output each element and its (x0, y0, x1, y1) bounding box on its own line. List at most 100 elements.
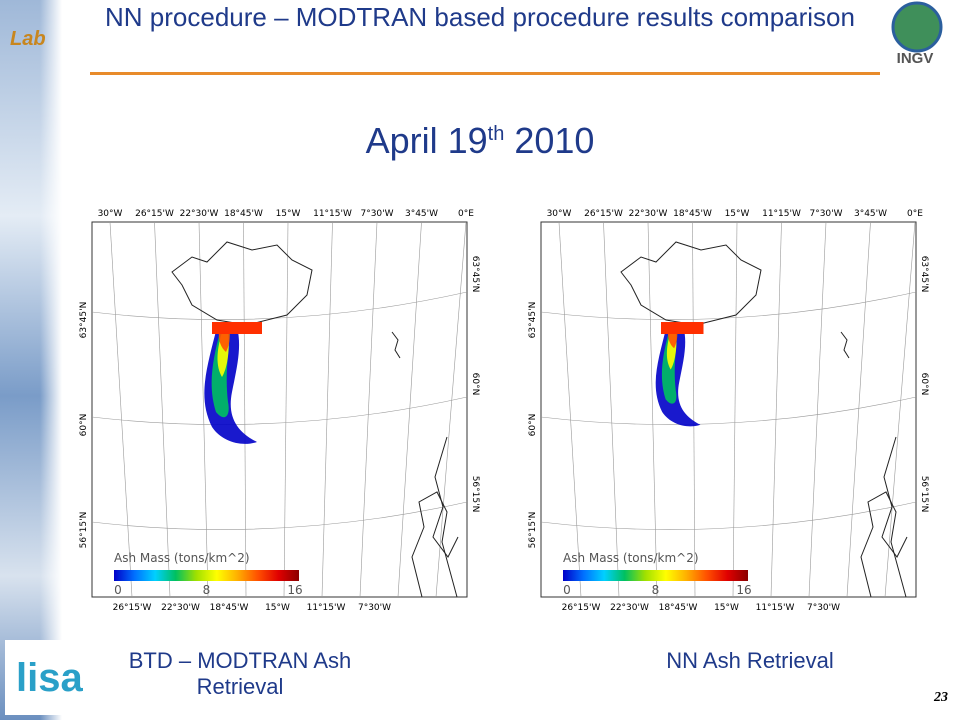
faroe (840, 331, 850, 359)
parallel (91, 291, 468, 320)
parallel (540, 501, 917, 530)
date-year: 2010 (514, 120, 595, 161)
ash-core (212, 322, 262, 334)
top-lon-label: 18°45'W (224, 209, 263, 219)
slide-title: NN procedure – MODTRAN based procedure r… (105, 2, 855, 32)
right-lat-label: 63°45'N (470, 256, 480, 293)
top-lon-label: 7°30'W (360, 209, 393, 219)
left-lat-label: 60°N (79, 414, 89, 437)
bottom-lon-label: 22°30'W (161, 603, 200, 613)
left-lat-label: 56°15'N (79, 512, 89, 549)
right-lat-label: 60°N (919, 373, 929, 396)
iceland (171, 241, 313, 326)
meridian (435, 221, 467, 598)
left-lat-label: 63°45'N (79, 302, 89, 339)
top-lon-label: 18°45'W (673, 209, 712, 219)
bottom-lon-label: 26°15'W (113, 603, 152, 613)
meridian (109, 221, 133, 598)
meridian (283, 221, 289, 598)
top-lon-label: 26°15'W (135, 209, 174, 219)
right-lat-label: 60°N (470, 373, 480, 396)
meridian (198, 221, 209, 598)
colorbar-tick: 16 (736, 583, 751, 597)
colorbar (114, 570, 299, 581)
colorbar-tick: 8 (203, 583, 211, 597)
meridian (884, 221, 916, 598)
meridian (603, 221, 620, 598)
right-lat-label: 56°15'N (919, 476, 929, 513)
ingv-logo: INGV (896, 50, 934, 67)
parallel (91, 396, 468, 425)
top-lon-label: 30°W (547, 209, 572, 219)
colorbar-label: Ash Mass (tons/km^2) (563, 551, 699, 565)
lab-logo: Lab (10, 28, 46, 50)
colorbar (563, 570, 748, 581)
date-heading: April 19th 2010 (0, 120, 960, 162)
norway (881, 436, 908, 558)
left-lat-label: 56°15'N (528, 512, 538, 549)
bottom-lon-label: 15°W (714, 603, 739, 613)
ingv-globe (891, 1, 943, 53)
ash-core (661, 322, 704, 334)
caption: NN Ash Retrieval (666, 648, 834, 673)
lisa-logo: lisa (16, 656, 83, 700)
parallel (91, 501, 468, 530)
lisa-box (5, 640, 105, 715)
meridian (243, 221, 247, 598)
scotland (860, 491, 907, 598)
date-main: April 19 (365, 120, 488, 161)
parallel (540, 396, 917, 425)
colorbar-tick: 16 (287, 583, 302, 597)
meridian (808, 221, 827, 598)
page-number: 23 (934, 690, 948, 705)
meridian (154, 221, 171, 598)
meridian (732, 221, 738, 598)
map-frame (91, 221, 468, 598)
bottom-lon-label: 18°45'W (210, 603, 249, 613)
bottom-lon-label: 22°30'W (610, 603, 649, 613)
meridian (770, 221, 782, 598)
caption: BTD – MODTRAN Ash Retrieval (128, 648, 352, 699)
meridian (397, 221, 422, 598)
top-lon-label: 3°45'W (405, 209, 438, 219)
right-lat-label: 56°15'N (470, 476, 480, 513)
top-lon-label: 11°15'W (762, 209, 801, 219)
meridian (321, 221, 333, 598)
top-lon-label: 22°30'W (629, 209, 668, 219)
maps: 30°W 26°15'W 22°30'W 18°45'W 15°W 11°15'W 7°30… (79, 209, 929, 613)
norway (432, 436, 459, 558)
date-sup: th (487, 123, 505, 145)
top-lon-label: 11°15'W (313, 209, 352, 219)
bottom-lon-label: 18°45'W (659, 603, 698, 613)
meridian (647, 221, 658, 598)
top-lon-label: 3°45'W (854, 209, 887, 219)
scotland (411, 491, 458, 598)
top-lon-label: 0°E (458, 209, 474, 219)
meridian (558, 221, 582, 598)
title-rule (90, 72, 880, 75)
meridian (692, 221, 696, 598)
right-lat-label: 63°45'N (919, 256, 929, 293)
bottom-lon-label: 11°15'W (307, 603, 346, 613)
bottom-lon-label: 11°15'W (756, 603, 795, 613)
top-lon-label: 7°30'W (809, 209, 842, 219)
left-lat-label: 60°N (528, 414, 538, 437)
colorbar-tick: 0 (114, 583, 122, 597)
top-lon-label: 26°15'W (584, 209, 623, 219)
top-lon-label: 15°W (725, 209, 750, 219)
strip-fade (40, 0, 62, 720)
bottom-lon-label: 15°W (265, 603, 290, 613)
iceland (620, 241, 762, 326)
map-frame (540, 221, 917, 598)
colorbar-label: Ash Mass (tons/km^2) (114, 551, 250, 565)
top-lon-label: 22°30'W (180, 209, 219, 219)
top-lon-label: 30°W (98, 209, 123, 219)
left-lat-label: 63°45'N (528, 302, 538, 339)
bottom-lon-label: 26°15'W (562, 603, 601, 613)
bottom-lon-label: 7°30'W (358, 603, 391, 613)
colorbar-tick: 0 (563, 583, 571, 597)
colorbar-tick: 8 (652, 583, 660, 597)
meridian (359, 221, 378, 598)
